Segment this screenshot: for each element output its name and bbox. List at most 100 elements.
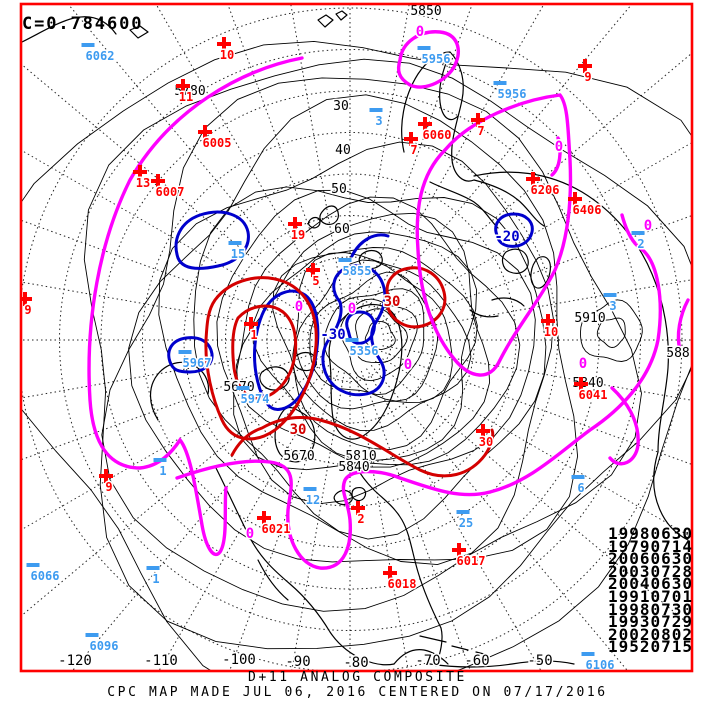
marker-value: 5967 [183,356,212,370]
marker-value: 19 [291,228,305,242]
marker-value: 7 [477,124,484,138]
height-contour [233,196,521,471]
marker-value: 1 [152,572,159,586]
zero-line-label: 0 [246,526,254,542]
marker-value: 6018 [388,577,417,591]
height-contour [364,320,396,350]
analog-date: 19910701 [607,586,693,606]
positive-anomaly-label: 30 [290,422,307,438]
plus-marker [471,113,485,127]
plus-marker [133,165,147,179]
analog-date: 19790714 [607,536,693,556]
longitude-label: -50 [527,653,552,669]
minus-marker [603,293,617,297]
marker-value: 5956 [422,52,451,66]
minus-marker [369,108,383,112]
analog-date: 19930729 [607,612,693,632]
minus-marker [338,258,352,262]
meridian-line [227,4,340,310]
marker-value: 13 [136,176,150,190]
plus-marker [418,117,432,131]
analog-date-list: 19980630 19790714 20060630 20030728 20040630… [607,526,693,655]
marker-value: 9 [584,70,591,84]
plus-marker [198,125,212,139]
latitude-label: 30 [333,99,349,114]
latitude-circle [21,7,683,671]
correlation-value: C=0.784600 [22,14,144,34]
plus-marker [257,511,271,525]
height-contour-label: 5850 [410,4,441,19]
plus-marker [99,469,113,483]
height-contours [21,40,692,671]
latitude-circle [142,132,558,548]
marker-value: 5956 [498,87,527,101]
minus-marker [581,652,595,656]
height-contour-label: 5910 [574,311,605,326]
marker-value: 6 [577,481,584,495]
plus-marker [383,566,397,580]
latitude-label: 40 [335,143,351,158]
marker-value: 6041 [579,388,608,402]
minus-marker [571,475,585,479]
positive-anomaly-label: 30 [384,294,401,310]
marker-value: 2 [637,237,644,251]
marker-value: 10 [220,48,234,62]
meridian-line [21,360,326,617]
positive-anomaly-contours [204,266,495,478]
marker-value: 5974 [241,392,270,406]
meridian-line [21,63,326,320]
minus-marker [178,350,192,354]
analog-date: 20030728 [607,561,693,581]
analog-date: 20020802 [607,624,693,644]
height-contour-label: 5670 [283,449,314,464]
plus-marker [351,501,365,515]
zero-line-label: 0 [555,139,563,155]
longitude-label: -100 [222,652,256,668]
meridian-line [67,4,330,316]
plus-marker [288,217,302,231]
latitude-label: 60 [334,222,350,237]
minus-marker [146,566,160,570]
minus-marker [303,487,317,491]
marker-value: 10 [544,325,558,339]
marker-value: 30 [479,435,493,449]
minus-marker [631,231,645,235]
marker-value: 6005 [203,136,232,150]
marker-value: 15 [231,247,245,261]
marker-value: 2 [357,512,364,526]
minus-marker [153,458,167,462]
height-contour [21,40,692,671]
minus-marker [417,46,431,50]
minus-marker [26,563,40,567]
height-contour [252,231,478,462]
marker-value: 1 [159,464,166,478]
minus-marker [236,386,250,390]
plus-marker [151,174,165,188]
minus-marker [228,241,242,245]
analog-date: 20040630 [607,574,693,594]
height-contour [193,186,547,540]
zero-line-label: 0 [348,301,356,317]
height-contour [339,298,419,382]
marker-value: 3 [609,299,616,313]
map-caption: D+11 ANALOG COMPOSITE CPC MAP MADE JUL 0… [0,670,715,700]
plus-marker [476,424,490,438]
marker-value: 6096 [90,639,119,653]
longitude-label: -90 [285,654,310,670]
marker-value: 6066 [31,569,60,583]
minus-marker [345,338,359,342]
negative-anomaly-contours [167,210,534,411]
marker-value: 25 [459,516,473,530]
latitude-label: 50 [331,182,347,197]
meridian-line [380,350,692,466]
plus-marker [404,132,418,146]
longitude-label: -120 [58,653,92,669]
height-contour-label: 5810 [345,449,376,464]
marker-value: 6106 [586,658,615,672]
marker-value: 5855 [343,264,372,278]
marker-value: 11 [179,90,193,104]
marker-value: 6007 [156,185,185,199]
latitude-circle [308,298,392,382]
